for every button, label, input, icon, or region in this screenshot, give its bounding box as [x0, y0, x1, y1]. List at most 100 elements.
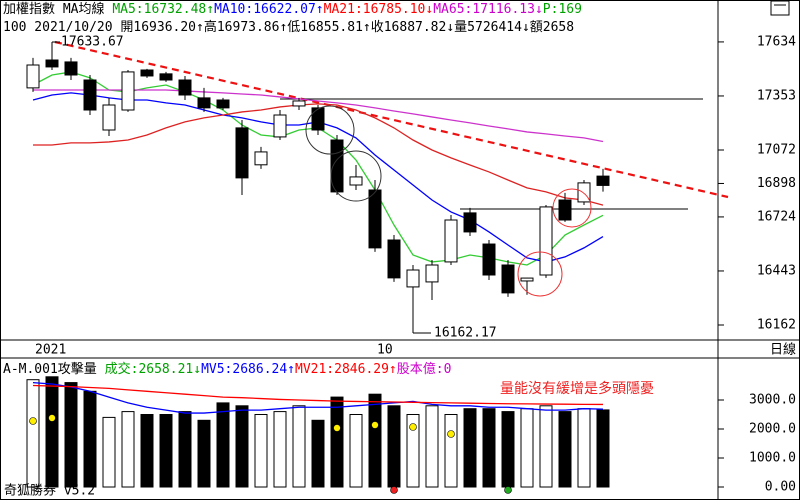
- candle-body: [216, 99, 230, 109]
- ma-line: [32, 381, 604, 414]
- signal-dots: [29, 414, 512, 494]
- volume-bar: [292, 405, 306, 488]
- header-segment: MA5:16732.48↑: [112, 2, 214, 17]
- volume-bar: [83, 390, 97, 488]
- header-line: 加權指數 MA均線 MA5:16732.48↑MA10:16622.07↑MA2…: [3, 1, 582, 17]
- header-segment: 100 2021/10/20 開16936.20↑高16973.86↑低1685…: [3, 19, 574, 35]
- volume-bar: [596, 409, 610, 488]
- volume-bar: [64, 382, 78, 488]
- candle-body: [45, 59, 59, 68]
- volume-bar: [387, 405, 401, 488]
- volume-bar: [121, 411, 135, 488]
- candle-body: [520, 277, 534, 282]
- annotations: [54, 40, 729, 210]
- volume-bar: [501, 411, 515, 488]
- signal-dot: [390, 486, 398, 494]
- volume-bar: [349, 413, 363, 488]
- y-tick-label: 1000.0: [749, 451, 796, 466]
- candle-body: [178, 79, 192, 96]
- candle-body: [311, 107, 325, 131]
- candle-body: [197, 97, 211, 109]
- header-segment: 成交:2658.21↓: [105, 361, 201, 377]
- candle-body: [577, 182, 591, 203]
- candle-body: [482, 243, 496, 276]
- signal-dot: [409, 423, 417, 431]
- volume-bar: [406, 413, 420, 488]
- volume-bar: [102, 416, 116, 488]
- footer: 奇狐勝券 v5.2: [4, 483, 95, 499]
- header-line: 100 2021/10/20 開16936.20↑高16973.86↑低1685…: [3, 19, 574, 35]
- high-label: 17633.67: [61, 34, 124, 49]
- candle-body: [121, 71, 135, 111]
- header-line: A-M.001攻擊量 成交:2658.21↓MV5:2686.24↑MV21:2…: [3, 361, 451, 377]
- highlight-circles: [305, 105, 592, 297]
- x-tick-label: 10: [377, 343, 393, 358]
- y-tick-label: 0.00: [765, 480, 796, 495]
- y-tick-label: 17072: [757, 143, 796, 158]
- volume-bar: [26, 379, 40, 488]
- volume-bar: [577, 408, 591, 488]
- plot-area: 17633.67 16162.17: [26, 34, 610, 488]
- candle-body: [102, 104, 116, 131]
- header-segment: A-M.001攻擊量: [3, 361, 105, 377]
- ma-line: [32, 384, 604, 406]
- header-segment: MV5:2686.24↑: [201, 362, 295, 377]
- low-label: 16162.17: [434, 325, 497, 340]
- candle-body: [292, 100, 306, 107]
- candle-body: [159, 73, 173, 81]
- header-segment: MA21:16785.10↓: [324, 2, 434, 17]
- y-tick-label: 3000.0: [749, 392, 796, 407]
- volume-bar: [178, 411, 192, 488]
- volume-bar: [311, 419, 325, 488]
- ma-line: [33, 103, 604, 206]
- candle-body: [273, 114, 287, 138]
- candle-body: [406, 269, 420, 288]
- volume-bar: [216, 402, 230, 488]
- signal-dot: [333, 424, 341, 432]
- header-segment: 加權指數 MA均線: [3, 1, 112, 17]
- volume-bar: [482, 408, 496, 488]
- candle-body: [26, 64, 40, 89]
- volume-bar: [45, 376, 59, 488]
- signal-dot: [29, 417, 37, 425]
- candle-body: [83, 79, 97, 111]
- volume-bar: [254, 413, 268, 488]
- candle-body: [444, 219, 458, 263]
- x-tick-label: 2021: [35, 343, 66, 358]
- candle-body: [349, 176, 363, 186]
- circle-mark: [330, 150, 382, 202]
- signal-dot: [48, 414, 56, 422]
- candle-body: [596, 175, 610, 186]
- volume-bar: [558, 411, 572, 488]
- circle-mark: [517, 251, 563, 297]
- volume-bar: [140, 413, 154, 488]
- candle-body: [235, 127, 249, 179]
- header-segment: MA10:16622.07↑: [214, 2, 324, 17]
- y-tick-label: 17634: [757, 34, 796, 49]
- period-label: 日線: [770, 342, 796, 358]
- header-segment: MA65:17116.13↓: [433, 2, 543, 17]
- candle-body: [501, 264, 515, 294]
- y-tick-label: 16724: [757, 209, 796, 224]
- candle-body: [539, 206, 553, 276]
- candle-body: [558, 199, 572, 221]
- y-tick-label: 16898: [757, 176, 796, 191]
- candle-body: [387, 239, 401, 279]
- candle-body: [425, 264, 439, 283]
- volume-bar: [197, 419, 211, 488]
- volume-bar: [520, 408, 534, 488]
- volume-bar: [425, 405, 439, 488]
- volume-bar: [444, 413, 458, 488]
- maximize-button[interactable]: [770, 0, 790, 16]
- header-segment: MV21:2846.29↑: [295, 362, 397, 377]
- candle-body: [463, 212, 477, 233]
- candle-body: [254, 151, 268, 166]
- labels: 日線 量能沒有緩增是多頭隱憂 奇狐勝券 v5.2: [4, 342, 796, 499]
- header-segment: P:169: [543, 2, 582, 17]
- volume-bar: [273, 411, 287, 488]
- candle-body: [64, 61, 78, 76]
- y-tick-label: 2000.0: [749, 421, 796, 436]
- y-tick-label: 17353: [757, 88, 796, 103]
- header-segment: 股本億:0: [397, 361, 452, 377]
